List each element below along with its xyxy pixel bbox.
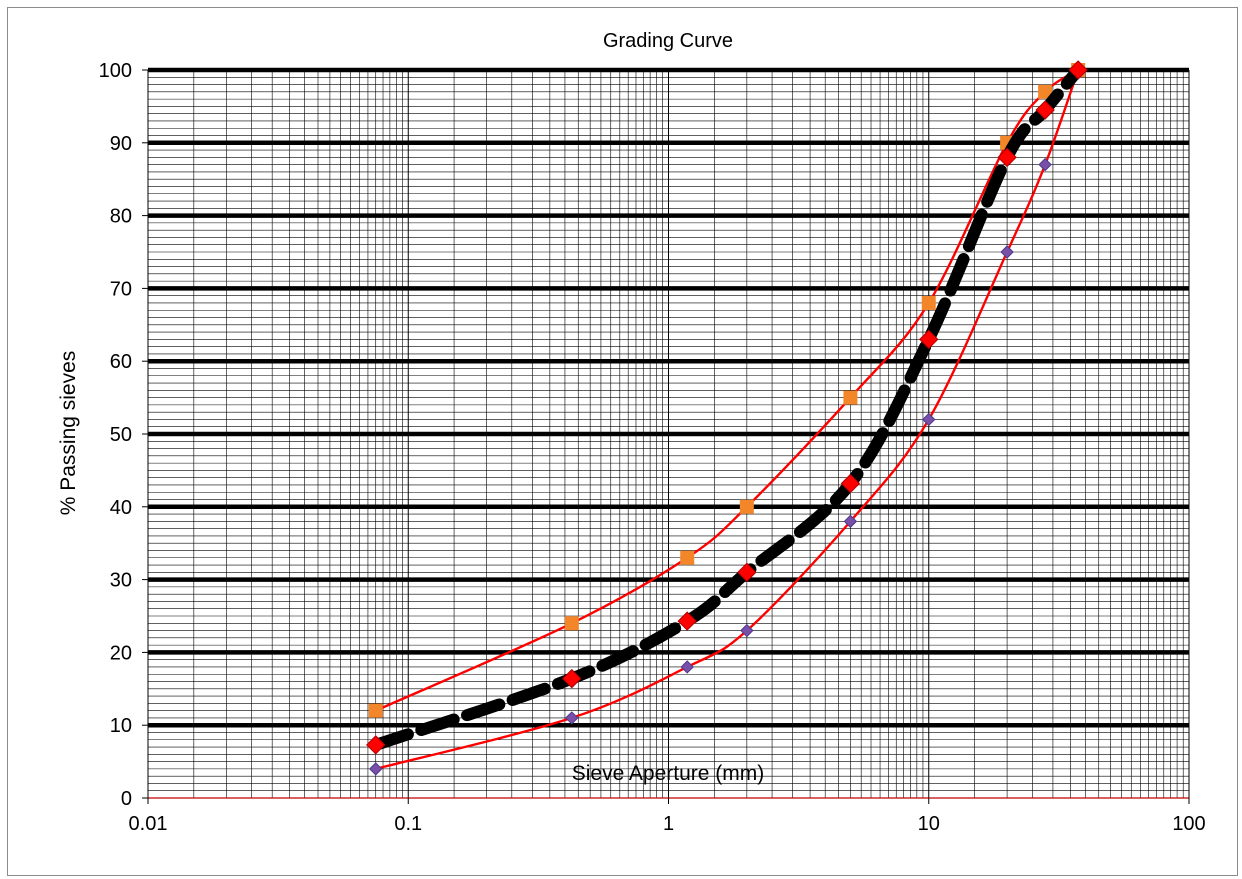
data-point-upper-limit	[368, 703, 383, 718]
chart-title: Grading Curve	[603, 30, 733, 52]
series-layer	[366, 60, 1088, 776]
x-tick-label: 10	[918, 813, 940, 835]
axes	[142, 69, 1190, 804]
data-point-upper-limit	[1038, 84, 1053, 99]
y-tick-label: 0	[121, 788, 132, 810]
data-point-upper-limit	[564, 616, 579, 631]
data-point-mean-dashed	[919, 329, 939, 350]
data-point-upper-limit	[921, 295, 936, 310]
data-point-mean-dashed	[677, 611, 697, 631]
y-tick-label: 20	[110, 642, 132, 664]
x-tick-label: 1	[663, 813, 674, 835]
data-point-lower-limit	[1000, 245, 1014, 259]
data-point-mean-dashed	[366, 735, 386, 755]
y-tick-label: 90	[110, 133, 132, 155]
series-line-mean-dashed	[369, 64, 1085, 751]
data-point-mean-dashed	[840, 473, 861, 494]
data-point-upper-limit	[680, 550, 695, 565]
data-point-mean-dashed	[562, 668, 582, 689]
data-point-lower-limit	[1038, 157, 1052, 172]
y-axis-label: % Passing sieves	[57, 351, 80, 516]
data-point-lower-limit	[922, 412, 936, 427]
data-point-lower-limit	[843, 514, 858, 529]
major-grid	[147, 67, 1190, 798]
y-tick-label: 100	[99, 60, 132, 82]
data-point-upper-limit	[843, 390, 858, 405]
y-tick-label: 50	[110, 424, 132, 446]
y-tick-label: 30	[110, 570, 132, 592]
data-point-mean-dashed	[997, 147, 1017, 168]
data-point-lower-limit	[565, 711, 579, 725]
x-tick-label: 0.01	[129, 813, 168, 835]
tick-labels: 0 10 20 30 40 50 60 70 80 90 100 0.01 0.1 1 10 100	[99, 60, 1206, 835]
data-point-mean-dashed	[1035, 100, 1055, 120]
y-tick-label: 80	[110, 206, 132, 228]
y-tick-label: 70	[110, 278, 132, 300]
data-point-mean-dashed	[737, 562, 757, 583]
data-point-upper-limit	[739, 499, 754, 514]
x-tick-label: 100	[1172, 813, 1205, 835]
x-axis-label: Sieve Aperture (mm)	[572, 762, 765, 785]
data-point-lower-limit	[369, 762, 383, 776]
data-point-lower-limit	[740, 623, 754, 638]
y-tick-label: 40	[110, 497, 132, 519]
y-tick-label: 10	[110, 715, 132, 737]
x-tick-label: 0.1	[394, 813, 422, 835]
data-point-lower-limit	[680, 660, 694, 674]
data-point-mean-dashed	[1068, 60, 1088, 80]
y-tick-label: 60	[110, 351, 132, 373]
